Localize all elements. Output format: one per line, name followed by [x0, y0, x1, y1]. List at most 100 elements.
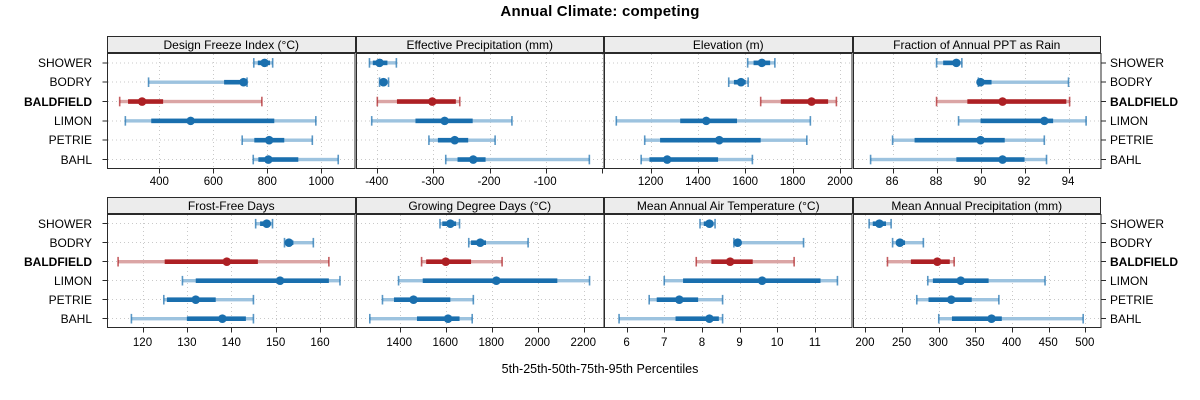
series-baldfield [886, 256, 955, 267]
series-petrie [427, 135, 496, 145]
series-petrie [891, 135, 1045, 145]
row-label-bodry-left: BODRY [49, 235, 92, 250]
series-bahl [869, 154, 1047, 165]
x-tick-label: 160 [310, 337, 330, 349]
series-petrie [163, 294, 255, 305]
x-tick-label: 250 [892, 337, 912, 349]
series-baldfield [118, 96, 263, 107]
series-limon [663, 275, 839, 286]
series-limon [926, 275, 1046, 286]
row-label-petrie-right: PETRIE [1110, 292, 1154, 307]
x-tick-label: 120 [132, 337, 153, 349]
series-shower [368, 58, 397, 68]
strip-title: Mean Annual Precipitation (mm) [891, 198, 1063, 213]
x-tick-label: 150 [266, 337, 286, 349]
row-label-bahl-left: BAHL [60, 152, 92, 167]
strip-elevation-m: Elevation (m) [604, 36, 853, 53]
row-label-petrie-left: PETRIE [48, 292, 92, 307]
row-label-shower-left: SHOWER [38, 55, 92, 70]
x-tick-label: -100 [533, 176, 557, 188]
strip-title: Frost-Free Days [187, 198, 275, 213]
series-shower [254, 218, 274, 229]
x-tick-label: 9 [736, 337, 743, 349]
series-bahl [640, 154, 754, 165]
panel-elevation-m [604, 53, 853, 174]
row-label-shower-right: SHOWER [1110, 216, 1164, 231]
x-tick-label: -300 [421, 176, 445, 188]
x-tick-label: 90 [973, 176, 987, 188]
x-tick-label: 800 [257, 176, 277, 188]
x-tick-label: 6 [623, 337, 630, 349]
x-tick-label: 2200 [570, 337, 597, 349]
series-bahl [252, 154, 340, 165]
series-bodry [975, 77, 1069, 87]
x-tick-label: 200 [855, 337, 875, 349]
x-tick-label: 1800 [478, 337, 505, 349]
panel-mean-annual-precipitation-mm [852, 214, 1106, 333]
strip-title: Fraction of Annual PPT as Rain [893, 37, 1061, 52]
x-tick-label: 1800 [779, 176, 806, 188]
series-bodry [727, 77, 749, 87]
series-bodry [467, 237, 529, 248]
series-bodry [891, 237, 924, 248]
panel-fraction-of-annual-ppt-as-rain [852, 53, 1106, 174]
x-tick-label: 92 [1017, 176, 1031, 188]
strip-mean-annual-air-temperature-c: Mean Annual Air Temperature (°C) [604, 197, 853, 214]
series-baldfield [420, 256, 503, 267]
x-tick-label: 400 [1001, 337, 1022, 349]
x-tick-label: 8 [698, 337, 706, 349]
x-tick-label: 1200 [637, 176, 664, 188]
x-tick-label: 94 [1061, 176, 1075, 188]
row-label-baldfield-right: BALDFIELD [1110, 94, 1178, 109]
series-baldfield [695, 256, 795, 267]
strip-title: Effective Precipitation (mm) [406, 37, 554, 52]
series-shower [935, 58, 963, 68]
strip-title: Growing Degree Days (°C) [408, 198, 552, 213]
series-baldfield [935, 96, 1070, 107]
row-label-bodry-right: BODRY [1110, 235, 1153, 250]
x-tick-label: 7 [661, 337, 668, 349]
series-shower [746, 58, 776, 68]
series-shower [252, 58, 274, 68]
x-tick-label: 11 [808, 337, 821, 349]
row-label-bahl-right: BAHL [1110, 152, 1142, 167]
x-tick-label: 1600 [432, 337, 459, 349]
x-tick-label: 2000 [827, 176, 853, 188]
row-label-baldfield-right: BALDFIELD [1110, 254, 1178, 269]
x-tick-label: 1600 [732, 176, 759, 188]
series-baldfield [117, 256, 330, 267]
strip-effective-precipitation-mm: Effective Precipitation (mm) [355, 36, 604, 53]
series-shower [438, 218, 460, 229]
x-tick-label: 130 [177, 337, 197, 349]
chart-title: Annual Climate: competing [500, 3, 700, 20]
row-label-limon-right: LIMON [1110, 273, 1149, 288]
x-tick-label: 10 [770, 337, 784, 349]
series-petrie [643, 135, 808, 145]
strip-growing-degree-days-c: Growing Degree Days (°C) [355, 197, 604, 214]
x-tick-label: 2000 [524, 337, 551, 349]
row-label-shower-right: SHOWER [1110, 55, 1164, 70]
series-shower [867, 218, 892, 229]
row-label-limon-right: LIMON [1110, 113, 1149, 128]
series-bahl [618, 313, 724, 324]
series-bahl [937, 313, 1084, 324]
x-tick-label: 1400 [685, 176, 711, 188]
series-petrie [241, 135, 314, 145]
series-baldfield [759, 96, 838, 107]
row-label-shower-left: SHOWER [38, 216, 92, 231]
x-tick-label: 600 [203, 176, 223, 188]
strip-frost-free-days: Frost-Free Days [107, 197, 356, 214]
x-tick-label: -200 [477, 176, 501, 188]
strip-title: Mean Annual Air Temperature (°C) [636, 198, 820, 213]
series-petrie [915, 294, 1000, 305]
panel-design-freeze-index-c [102, 53, 356, 174]
series-limon [615, 116, 812, 126]
series-petrie [648, 294, 724, 305]
row-label-petrie-right: PETRIE [1110, 133, 1154, 148]
strip-title: Elevation (m) [692, 37, 764, 52]
series-bodry [147, 77, 248, 87]
strip-design-freeze-index-c: Design Freeze Index (°C) [107, 36, 356, 53]
row-label-bodry-right: BODRY [1110, 75, 1153, 90]
row-label-bahl-right: BAHL [1110, 311, 1142, 326]
